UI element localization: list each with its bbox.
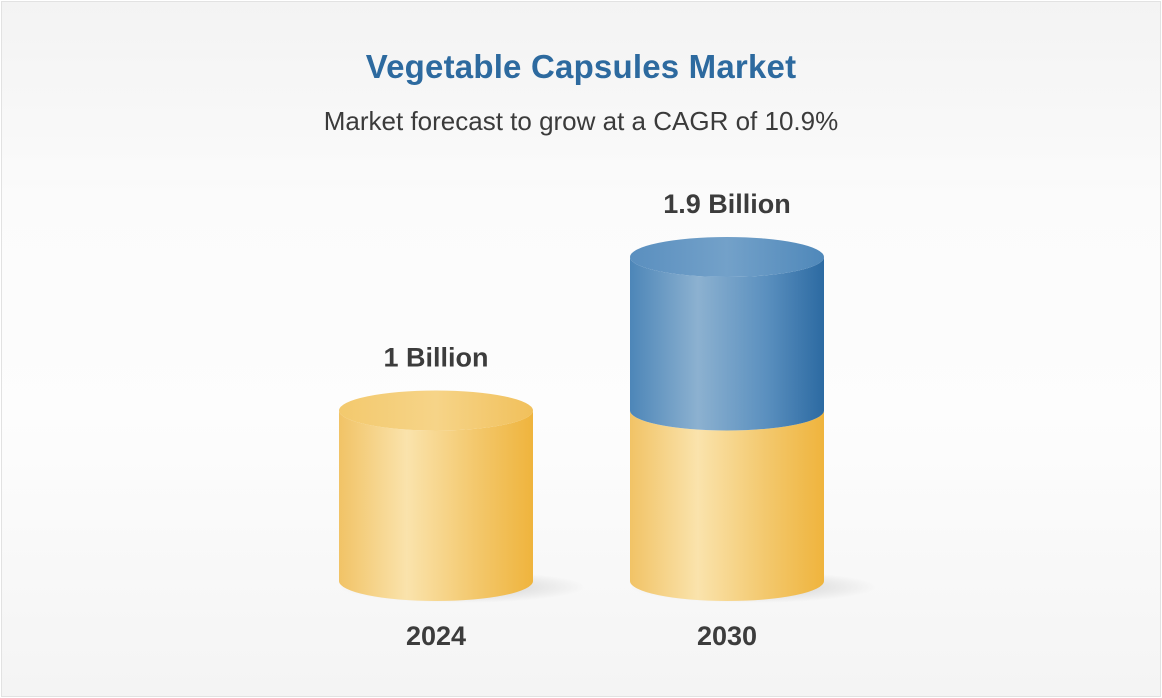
- bar-2024: [339, 410, 533, 601]
- category-label: 2030: [697, 621, 757, 651]
- chart-subtitle: Market forecast to grow at a CAGR of 10.…: [323, 106, 839, 136]
- bar-2030-base-segment: [630, 410, 824, 601]
- value-label: 1 Billion: [383, 342, 488, 372]
- category-label: 2024: [406, 621, 466, 651]
- bar-2030-growth-segment: [630, 257, 824, 431]
- bar-2030-top: [630, 237, 824, 277]
- chart-title: Vegetable Capsules Market: [365, 48, 797, 85]
- bar-2024-top: [339, 390, 533, 431]
- value-label: 1.9 Billion: [663, 189, 791, 219]
